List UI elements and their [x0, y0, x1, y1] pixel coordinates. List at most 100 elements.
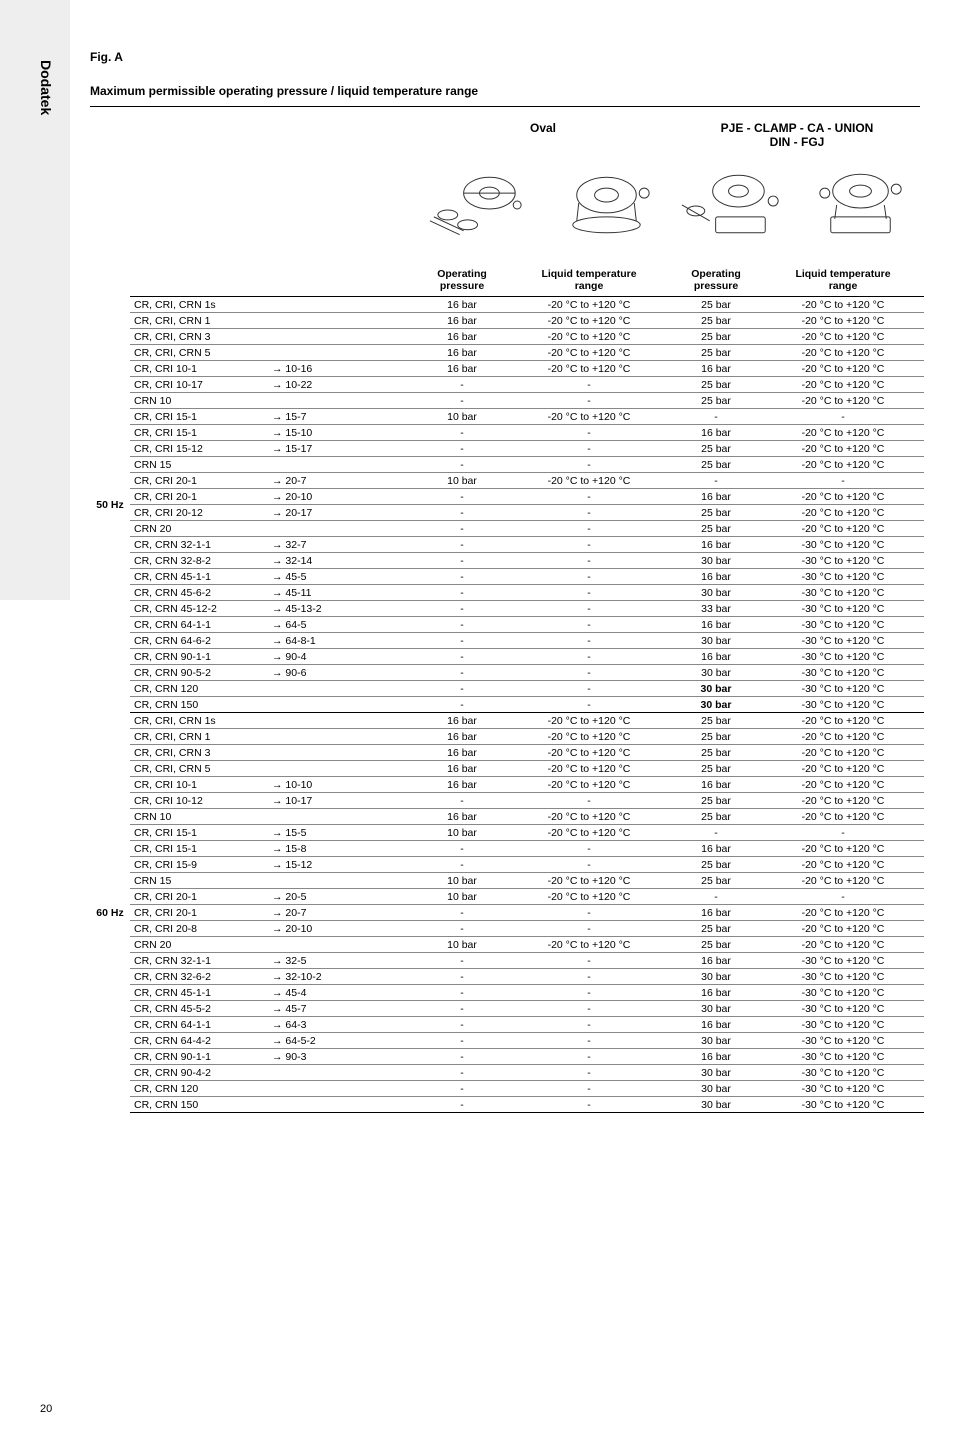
model-cell: CR, CRI, CRN 1s [130, 297, 270, 313]
op1-cell: 10 bar [416, 409, 508, 425]
subrange-cell: → 45-4 [270, 985, 416, 1001]
op1-cell: - [416, 425, 508, 441]
table-row: CR, CRI 15-1→ 15-8--16 bar-20 °C to +120… [90, 841, 924, 857]
temp1-cell: - [508, 505, 670, 521]
op1-cell: - [416, 921, 508, 937]
op2-cell: - [670, 473, 762, 489]
temp2-cell: -30 °C to +120 °C [762, 1033, 924, 1049]
op1-cell: - [416, 633, 508, 649]
illustration-pje-2 [797, 163, 924, 254]
temp1-cell: - [508, 553, 670, 569]
table-row: CR, CRI 15-12→ 15-17--25 bar-20 °C to +1… [90, 441, 924, 457]
temp1-cell: - [508, 601, 670, 617]
table-header-row: Operating pressure Liquid temperature ra… [90, 264, 924, 297]
subrange-cell [270, 809, 416, 825]
table-row: CR, CRN 45-5-2→ 45-7--30 bar-30 °C to +1… [90, 1001, 924, 1017]
temp2-cell: -20 °C to +120 °C [762, 393, 924, 409]
table-row: CR, CRN 32-1-1→ 32-5--16 bar-30 °C to +1… [90, 953, 924, 969]
hz-label: 50 Hz [90, 297, 130, 713]
subrange-cell: → 90-3 [270, 1049, 416, 1065]
temp1-cell: - [508, 969, 670, 985]
op1-cell: - [416, 585, 508, 601]
op2-cell: 25 bar [670, 873, 762, 889]
temp2-cell: -30 °C to +120 °C [762, 537, 924, 553]
temp2-cell: -30 °C to +120 °C [762, 601, 924, 617]
temp2-cell: -20 °C to +120 °C [762, 713, 924, 729]
content-area: Fig. A Maximum permissible operating pre… [90, 50, 920, 1113]
subrange-cell: → 10-17 [270, 793, 416, 809]
table-row: CR, CRI, CRN 116 bar-20 °C to +120 °C25 … [90, 729, 924, 745]
temp2-cell: -20 °C to +120 °C [762, 729, 924, 745]
table-row: CR, CRN 150--30 bar-30 °C to +120 °C [90, 697, 924, 713]
temp2-cell: -20 °C to +120 °C [762, 921, 924, 937]
op2-cell: 16 bar [670, 425, 762, 441]
op2-cell: 16 bar [670, 953, 762, 969]
op2-cell: 30 bar [670, 1065, 762, 1081]
op1-cell: - [416, 617, 508, 633]
op1-cell: - [416, 1049, 508, 1065]
subrange-cell [270, 937, 416, 953]
pump-flange-assembled-icon [801, 163, 920, 243]
op2-cell: 25 bar [670, 713, 762, 729]
model-cell: CR, CRN 64-6-2 [130, 633, 270, 649]
table-row: CR, CRI 20-1→ 20-10--16 bar-20 °C to +12… [90, 489, 924, 505]
table-row: CR, CRI, CRN 516 bar-20 °C to +120 °C25 … [90, 345, 924, 361]
temp1-cell: - [508, 569, 670, 585]
temp2-cell: -20 °C to +120 °C [762, 777, 924, 793]
temp2-cell: - [762, 889, 924, 905]
table-row: CR, CRN 90-1-1→ 90-3--16 bar-30 °C to +1… [90, 1049, 924, 1065]
subrange-cell: → 32-7 [270, 537, 416, 553]
temp2-cell: -30 °C to +120 °C [762, 585, 924, 601]
op2-cell: 16 bar [670, 537, 762, 553]
table-row: CR, CRI 15-1→ 15-10--16 bar-20 °C to +12… [90, 425, 924, 441]
subrange-cell: → 20-7 [270, 473, 416, 489]
subrange-cell [270, 1081, 416, 1097]
op1-cell: - [416, 649, 508, 665]
subrange-cell: → 15-10 [270, 425, 416, 441]
temp1-cell: - [508, 1097, 670, 1113]
op1-cell: - [416, 1033, 508, 1049]
op2-cell: 25 bar [670, 729, 762, 745]
table-row: CRN 10--25 bar-20 °C to +120 °C [90, 393, 924, 409]
temp2-cell: -20 °C to +120 °C [762, 377, 924, 393]
op1-cell: 10 bar [416, 889, 508, 905]
model-cell: CR, CRN 90-5-2 [130, 665, 270, 681]
op1-cell: - [416, 505, 508, 521]
op1-cell: - [416, 697, 508, 713]
table-row: CR, CRN 45-1-1→ 45-5--16 bar-30 °C to +1… [90, 569, 924, 585]
model-cell: CRN 10 [130, 393, 270, 409]
temp1-cell: - [508, 425, 670, 441]
op2-cell: 25 bar [670, 297, 762, 313]
subrange-cell: → 45-5 [270, 569, 416, 585]
subrange-cell: → 15-5 [270, 825, 416, 841]
temp2-cell: -20 °C to +120 °C [762, 761, 924, 777]
table-row: CRN 1510 bar-20 °C to +120 °C25 bar-20 °… [90, 873, 924, 889]
model-cell: CRN 20 [130, 937, 270, 953]
temp2-cell: -20 °C to +120 °C [762, 425, 924, 441]
temp1-cell: -20 °C to +120 °C [508, 825, 670, 841]
op2-cell: 16 bar [670, 905, 762, 921]
op1-cell: - [416, 601, 508, 617]
temp2-cell: -30 °C to +120 °C [762, 681, 924, 697]
temp1-cell: -20 °C to +120 °C [508, 761, 670, 777]
hz-label: 60 Hz [90, 713, 130, 1113]
temp1-cell: - [508, 921, 670, 937]
op2-cell: 30 bar [670, 1033, 762, 1049]
temp2-cell: -30 °C to +120 °C [762, 985, 924, 1001]
op2-cell: - [670, 409, 762, 425]
model-cell: CR, CRI 15-1 [130, 409, 270, 425]
subrange-cell: → 90-4 [270, 649, 416, 665]
subrange-cell: → 45-11 [270, 585, 416, 601]
op1-cell: - [416, 537, 508, 553]
model-cell: CR, CRI 15-1 [130, 825, 270, 841]
table-row: CR, CRN 45-12-2→ 45-13-2--33 bar-30 °C t… [90, 601, 924, 617]
model-cell: CR, CRN 64-1-1 [130, 617, 270, 633]
temp2-cell: -20 °C to +120 °C [762, 521, 924, 537]
temp1-cell: - [508, 985, 670, 1001]
temp2-cell: -20 °C to +120 °C [762, 345, 924, 361]
illustration-oval-2 [543, 163, 670, 254]
pump-oval-exploded-icon [420, 163, 539, 243]
table-row: CR, CRN 64-1-1→ 64-3--16 bar-30 °C to +1… [90, 1017, 924, 1033]
model-cell: CR, CRI 15-1 [130, 425, 270, 441]
model-cell: CR, CRI 10-17 [130, 377, 270, 393]
